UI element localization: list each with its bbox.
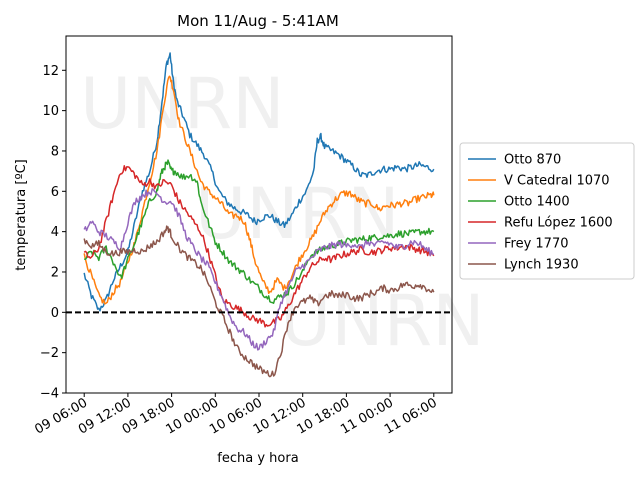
legend: Otto 870 V Catedral 1070 Otto 1400 Refu Lóp… xyxy=(459,142,635,280)
series-line-1 xyxy=(83,52,435,312)
series-line-2 xyxy=(83,75,435,305)
legend-label-6: Lynch 1930 xyxy=(504,258,579,273)
series-line-5 xyxy=(83,188,435,351)
y-tick-label: 12 xyxy=(42,64,59,79)
y-axis-label: temperatura [ºC] xyxy=(14,159,29,270)
y-tick-label: 8 xyxy=(51,144,59,159)
watermark-3: UNRN xyxy=(280,280,485,362)
y-tick-label: 6 xyxy=(51,185,59,200)
y-tick-label: 2 xyxy=(51,265,59,280)
y-tick-label: −2 xyxy=(40,346,59,361)
legend-box xyxy=(459,142,635,280)
watermark-layer: UNRN UNRN UNRN xyxy=(80,63,485,362)
series-line-4 xyxy=(83,165,435,328)
y-axis-ticks: −4 −2 0 2 4 6 8 10 12 xyxy=(40,64,66,402)
legend-label-1: Otto 870 xyxy=(504,153,561,168)
y-tick-label: −4 xyxy=(40,387,59,402)
y-tick-label: 4 xyxy=(51,225,59,240)
legend-label-2: V Catedral 1070 xyxy=(504,174,610,189)
x-axis-label: fecha y hora xyxy=(217,451,298,466)
series-line-3 xyxy=(84,159,435,304)
legend-label-3: Otto 1400 xyxy=(504,195,570,210)
series-line-6 xyxy=(83,225,435,378)
watermark-1: UNRN xyxy=(80,63,285,145)
legend-label-5: Frey 1770 xyxy=(504,237,569,252)
chart-title: Mon 11/Aug - 5:41AM xyxy=(177,12,339,30)
plot-lines xyxy=(83,52,435,378)
y-tick-label: 0 xyxy=(51,306,59,321)
y-tick-label: 10 xyxy=(42,104,59,119)
legend-label-4: Refu López 1600 xyxy=(504,216,613,231)
